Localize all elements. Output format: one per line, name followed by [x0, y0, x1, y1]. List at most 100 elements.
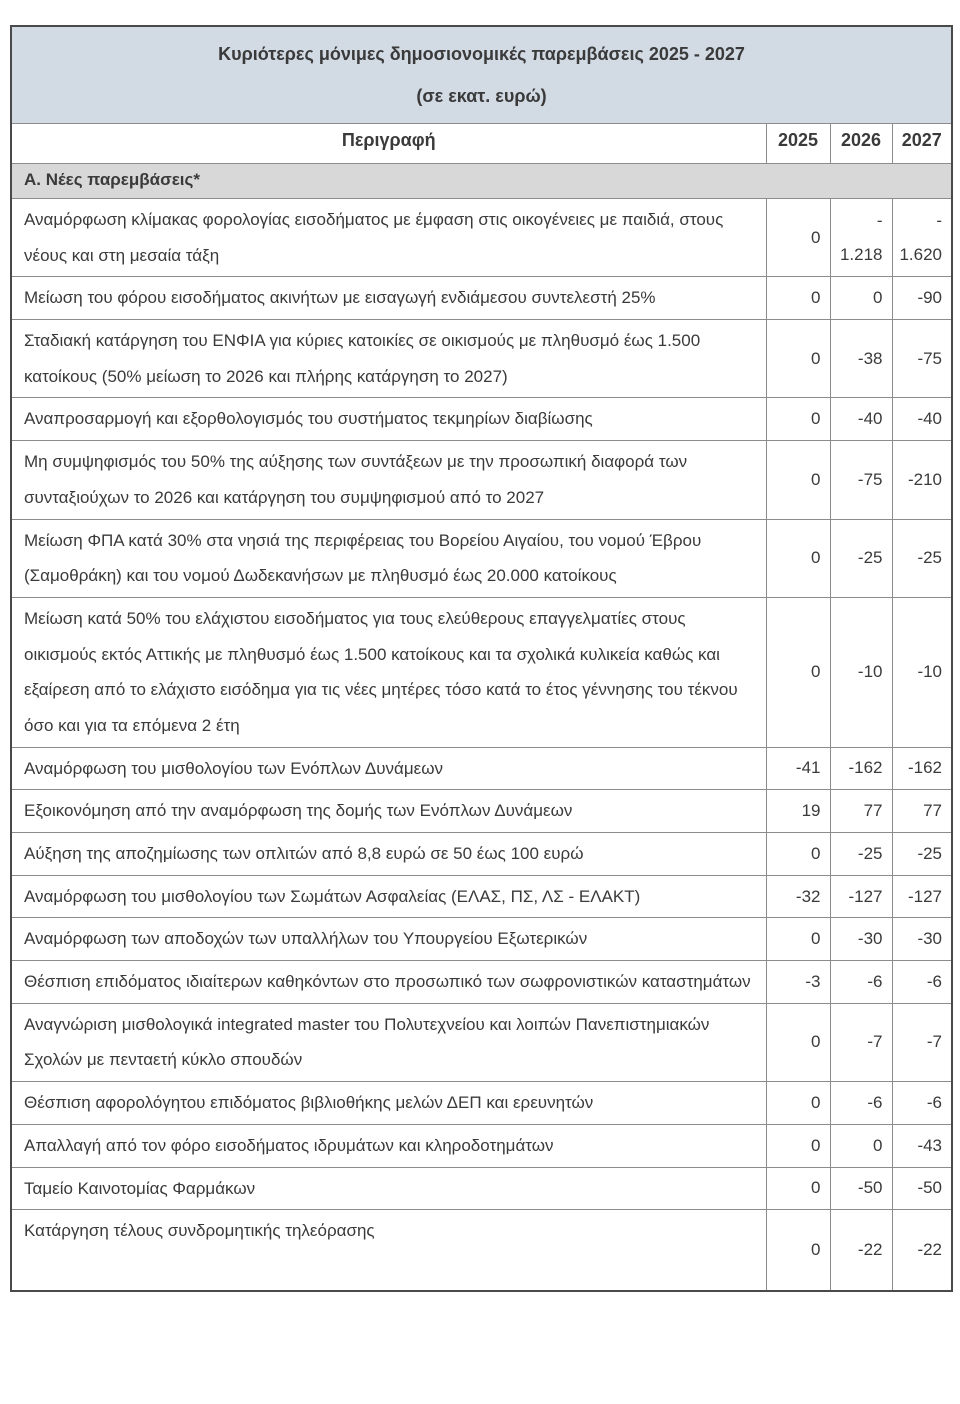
value-2025: -41 [765, 746, 831, 791]
value-2027: -22 [891, 1209, 953, 1292]
table-row: Αναμόρφωση κλίμακας φορολογίας εισοδήματ… [10, 197, 953, 278]
row-description: Μείωση ΦΠΑ κατά 30% στα νησιά της περιφέ… [10, 518, 767, 598]
row-description: Μείωση του φόρου εισοδήματος ακινήτων με… [10, 276, 767, 321]
value-2025: 0 [765, 1081, 831, 1125]
column-header-row: Περιγραφή 2025 2026 2027 [10, 123, 953, 164]
value-2026: -127 [829, 874, 893, 919]
table-row: Σταδιακή κατάργηση του ΕΝΦΙΑ για κύριες … [10, 319, 953, 399]
title-row: Κυριότερες μόνιμες δημοσιονομικές παρεμβ… [10, 25, 953, 124]
row-description: Αναμόρφωση του μισθολογίου των Σωμάτων Α… [10, 874, 767, 919]
value-2026: -75 [829, 440, 893, 520]
table-row: Θέσπιση αφορολόγητου επιδόματος βιβλιοθή… [10, 1081, 953, 1125]
value-2027: -75 [891, 319, 953, 399]
value-2025: 0 [765, 319, 831, 399]
value-2025: 0 [765, 1123, 831, 1168]
table-row: Αναμόρφωση του μισθολογίου των Ενόπλων Δ… [10, 746, 953, 791]
value-2027: -127 [891, 874, 953, 919]
table-row: Αναπροσαρμογή και εξορθολογισμός του συσ… [10, 397, 953, 442]
value-2027: -162 [891, 746, 953, 791]
value-2027: -7 [891, 1002, 953, 1083]
value-2025: 0 [765, 832, 831, 876]
value-2026: -10 [829, 596, 893, 748]
value-2025: -3 [765, 960, 831, 1004]
value-2027: -10 [891, 596, 953, 748]
table-row: Αύξηση της αποζημίωσης των οπλιτών από 8… [10, 832, 953, 876]
row-description: Θέσπιση αφορολόγητου επιδόματος βιβλιοθή… [10, 1081, 767, 1125]
value-2025: 0 [765, 1002, 831, 1083]
value-2026: - 1.218 [829, 197, 893, 278]
value-2025: 0 [765, 596, 831, 748]
row-description: Απαλλαγή από τον φόρο εισοδήματος ιδρυμά… [10, 1123, 767, 1168]
value-2025: 0 [765, 276, 831, 321]
table-row: Μη συμψηφισμός του 50% της αύξησης των σ… [10, 440, 953, 520]
table-body: Αναμόρφωση κλίμακας φορολογίας εισοδήματ… [10, 197, 953, 1292]
value-2025: 0 [765, 440, 831, 520]
row-description: Μη συμψηφισμός του 50% της αύξησης των σ… [10, 440, 767, 520]
value-2025: 0 [765, 518, 831, 598]
table-row: Κατάργηση τέλους συνδρομητικής τηλεόραση… [10, 1209, 953, 1292]
table-row: Αναμόρφωση των αποδοχών των υπαλλήλων το… [10, 917, 953, 962]
value-2027: -90 [891, 276, 953, 321]
value-2026: -22 [829, 1209, 893, 1292]
value-2027: -50 [891, 1166, 953, 1211]
table-title-cell: Κυριότερες μόνιμες δημοσιονομικές παρεμβ… [10, 25, 953, 124]
column-header-description: Περιγραφή [10, 123, 767, 164]
value-2025: 0 [765, 1166, 831, 1211]
column-header-2026: 2026 [829, 123, 893, 164]
value-2027: -210 [891, 440, 953, 520]
table-row: Αναμόρφωση του μισθολογίου των Σωμάτων Α… [10, 874, 953, 919]
value-2027: -43 [891, 1123, 953, 1168]
column-header-2027: 2027 [891, 123, 953, 164]
value-2027: 77 [891, 789, 953, 833]
value-2026: 77 [829, 789, 893, 833]
value-2027: -25 [891, 518, 953, 598]
value-2026: -30 [829, 917, 893, 962]
table-row: Μείωση του φόρου εισοδήματος ακινήτων με… [10, 276, 953, 321]
value-2026: -6 [829, 1081, 893, 1125]
row-description: Αναγνώριση μισθολογικά integrated master… [10, 1002, 767, 1083]
table-row: Μείωση ΦΠΑ κατά 30% στα νησιά της περιφέ… [10, 518, 953, 598]
section-a-label: Α. Νέες παρεμβάσεις* [10, 163, 953, 199]
value-2027: - 1.620 [891, 197, 953, 278]
value-2026: -25 [829, 518, 893, 598]
row-description: Εξοικονόμηση από την αναμόρφωση της δομή… [10, 789, 767, 833]
value-2026: -7 [829, 1002, 893, 1083]
value-2026: 0 [829, 1123, 893, 1168]
table-row: Μείωση κατά 50% του ελάχιστου εισοδήματο… [10, 596, 953, 748]
value-2026: 0 [829, 276, 893, 321]
fiscal-interventions-table-container: Κυριότερες μόνιμες δημοσιονομικές παρεμβ… [10, 25, 954, 1293]
table-subtitle: (σε εκατ. ευρώ) [416, 86, 547, 106]
table-row: Απαλλαγή από τον φόρο εισοδήματος ιδρυμά… [10, 1123, 953, 1168]
value-2026: -50 [829, 1166, 893, 1211]
row-description: Αύξηση της αποζημίωσης των οπλιτών από 8… [10, 832, 767, 876]
fiscal-interventions-table: Κυριότερες μόνιμες δημοσιονομικές παρεμβ… [10, 25, 954, 1293]
row-description: Αναμόρφωση κλίμακας φορολογίας εισοδήματ… [10, 197, 767, 278]
value-2025: 0 [765, 197, 831, 278]
row-description: Αναπροσαρμογή και εξορθολογισμός του συσ… [10, 397, 767, 442]
table-title: Κυριότερες μόνιμες δημοσιονομικές παρεμβ… [218, 44, 745, 64]
value-2027: -6 [891, 1081, 953, 1125]
table-row: Αναγνώριση μισθολογικά integrated master… [10, 1002, 953, 1083]
row-description: Κατάργηση τέλους συνδρομητικής τηλεόραση… [10, 1209, 767, 1292]
value-2027: -30 [891, 917, 953, 962]
value-2025: 0 [765, 1209, 831, 1292]
value-2026: -40 [829, 397, 893, 442]
row-description: Σταδιακή κατάργηση του ΕΝΦΙΑ για κύριες … [10, 319, 767, 399]
value-2027: -25 [891, 832, 953, 876]
table-row: Εξοικονόμηση από την αναμόρφωση της δομή… [10, 789, 953, 833]
value-2025: 0 [765, 917, 831, 962]
table-row: Ταμείο Καινοτομίας Φαρμάκων 0 -50 -50 [10, 1166, 953, 1211]
value-2026: -38 [829, 319, 893, 399]
value-2025: 19 [765, 789, 831, 833]
value-2027: -6 [891, 960, 953, 1004]
value-2026: -25 [829, 832, 893, 876]
value-2025: 0 [765, 397, 831, 442]
column-header-2025: 2025 [765, 123, 831, 164]
row-description: Θέσπιση επιδόματος ιδιαίτερων καθηκόντων… [10, 960, 767, 1004]
value-2026: -162 [829, 746, 893, 791]
value-2026: -6 [829, 960, 893, 1004]
row-description: Αναμόρφωση των αποδοχών των υπαλλήλων το… [10, 917, 767, 962]
row-description: Αναμόρφωση του μισθολογίου των Ενόπλων Δ… [10, 746, 767, 791]
table-row: Θέσπιση επιδόματος ιδιαίτερων καθηκόντων… [10, 960, 953, 1004]
value-2027: -40 [891, 397, 953, 442]
